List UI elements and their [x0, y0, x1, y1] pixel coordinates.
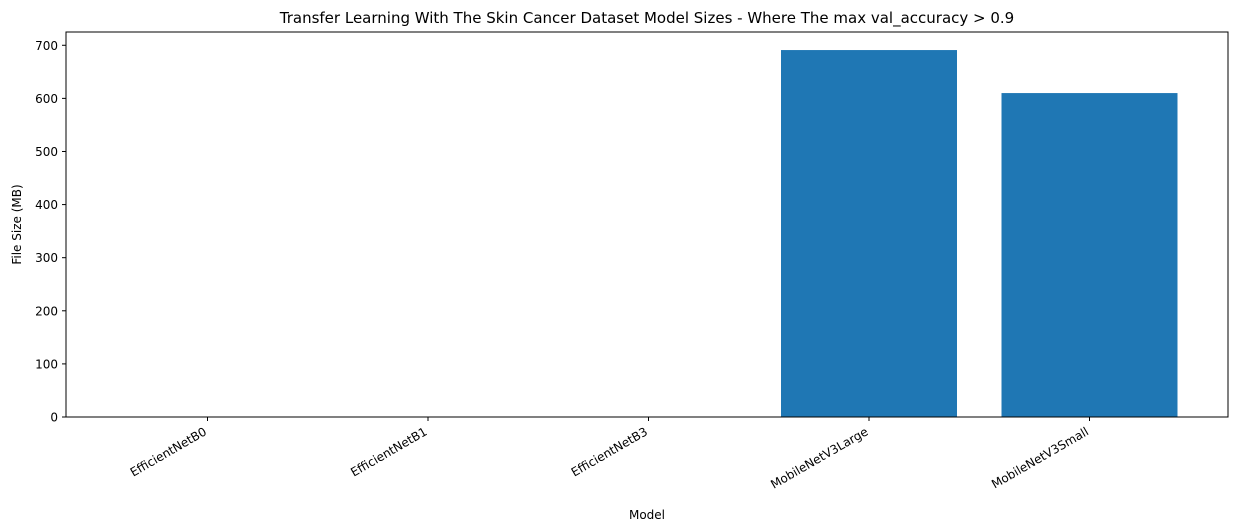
- x-axis-label: Model: [629, 508, 665, 522]
- y-tick-label: 500: [35, 145, 58, 159]
- y-axis-label: File Size (MB): [10, 184, 24, 264]
- y-tick-label: 700: [35, 39, 58, 53]
- y-tick-label: 600: [35, 92, 58, 106]
- plot-frame: [65, 31, 1229, 418]
- chart-title: Transfer Learning With The Skin Cancer D…: [279, 9, 1014, 28]
- x-tick-label: EfficientNetB1: [348, 424, 429, 479]
- bars-group: [781, 50, 1178, 417]
- x-tick-label: EfficientNetB3: [569, 424, 650, 479]
- y-tick-label: 400: [35, 198, 58, 212]
- y-axis: 0 100 200 300 400 500 600 700: [35, 39, 66, 425]
- y-tick-label: 300: [35, 251, 58, 265]
- bar: [1001, 93, 1178, 417]
- x-axis: EfficientNetB0 EfficientNetB1 EfficientNet…: [128, 417, 1091, 492]
- x-tick-label: MobileNetV3Large: [768, 424, 870, 491]
- x-tick-label: EfficientNetB0: [128, 424, 209, 479]
- y-tick-label: 0: [50, 411, 58, 425]
- bar: [781, 50, 957, 417]
- y-tick-label: 100: [35, 357, 58, 371]
- x-tick-label: MobileNetV3Small: [989, 424, 1091, 491]
- y-tick-label: 200: [35, 304, 58, 318]
